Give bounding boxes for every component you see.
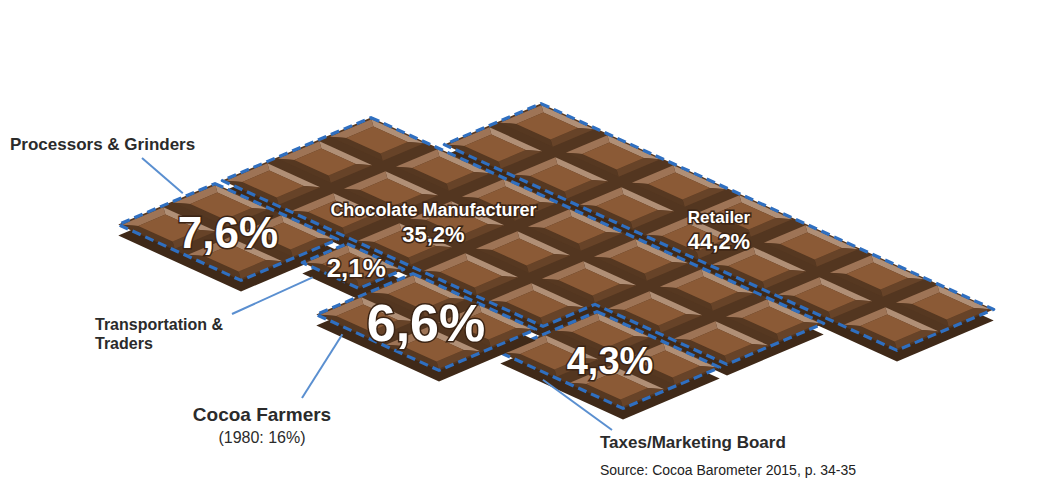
chart: Processors & Grinders 7,6% Transportation … bbox=[0, 0, 1041, 484]
value-label: 6,6% bbox=[367, 294, 486, 352]
category-label: Transportation & Traders bbox=[95, 316, 223, 352]
tile bbox=[844, 307, 938, 349]
label-line: Traders bbox=[95, 335, 153, 352]
category-label: Processors & Grinders bbox=[10, 135, 195, 154]
chocolate-bar bbox=[118, 104, 993, 420]
tile-face bbox=[492, 239, 553, 266]
value-label: 35,2% bbox=[402, 222, 464, 247]
segment bbox=[222, 118, 823, 365]
piece bbox=[316, 274, 535, 382]
value-label: 4,3% bbox=[567, 340, 654, 382]
leader-line bbox=[232, 277, 313, 314]
piece bbox=[118, 184, 337, 292]
tile-face bbox=[780, 233, 841, 260]
segment bbox=[302, 244, 403, 289]
value-label: 2,1% bbox=[327, 253, 386, 283]
label-line: Transportation & bbox=[95, 316, 223, 333]
segment-outline bbox=[500, 312, 719, 409]
segment-outline bbox=[302, 244, 403, 289]
source: Source: Cocoa Barometer 2015, p. 34-35 bbox=[600, 462, 856, 478]
value-label: 7,6% bbox=[178, 208, 278, 257]
category-label: Cocoa Farmers bbox=[193, 404, 331, 425]
category-label: Taxes/Marketing Board bbox=[600, 433, 786, 452]
segment bbox=[118, 184, 337, 281]
tile-face bbox=[294, 149, 355, 176]
segment bbox=[500, 312, 719, 409]
annotation: (1980: 16%) bbox=[218, 429, 305, 446]
tile-face bbox=[596, 195, 657, 222]
tile-face bbox=[544, 217, 605, 244]
labels: Processors & Grinders 7,6% Transportation … bbox=[10, 135, 856, 478]
tile-face bbox=[610, 247, 671, 274]
label-line: Cocoa Farmers bbox=[193, 404, 331, 425]
value-label: 44,2% bbox=[688, 229, 750, 254]
category-label: Retailer bbox=[688, 208, 751, 227]
label-line: Taxes/Marketing Board bbox=[600, 433, 786, 452]
segment-outline bbox=[222, 118, 823, 365]
label-line: Processors & Grinders bbox=[10, 135, 195, 154]
tile bbox=[306, 245, 400, 287]
segment bbox=[316, 274, 535, 371]
tile-face bbox=[440, 261, 501, 288]
segment-outline bbox=[316, 274, 535, 371]
leader-line bbox=[302, 334, 342, 398]
segment-outline bbox=[118, 184, 337, 281]
leader-line bbox=[142, 158, 183, 193]
leader-line bbox=[543, 380, 612, 430]
category-label: Chocolate Manufacturer bbox=[330, 200, 536, 220]
tile-face bbox=[558, 269, 619, 296]
